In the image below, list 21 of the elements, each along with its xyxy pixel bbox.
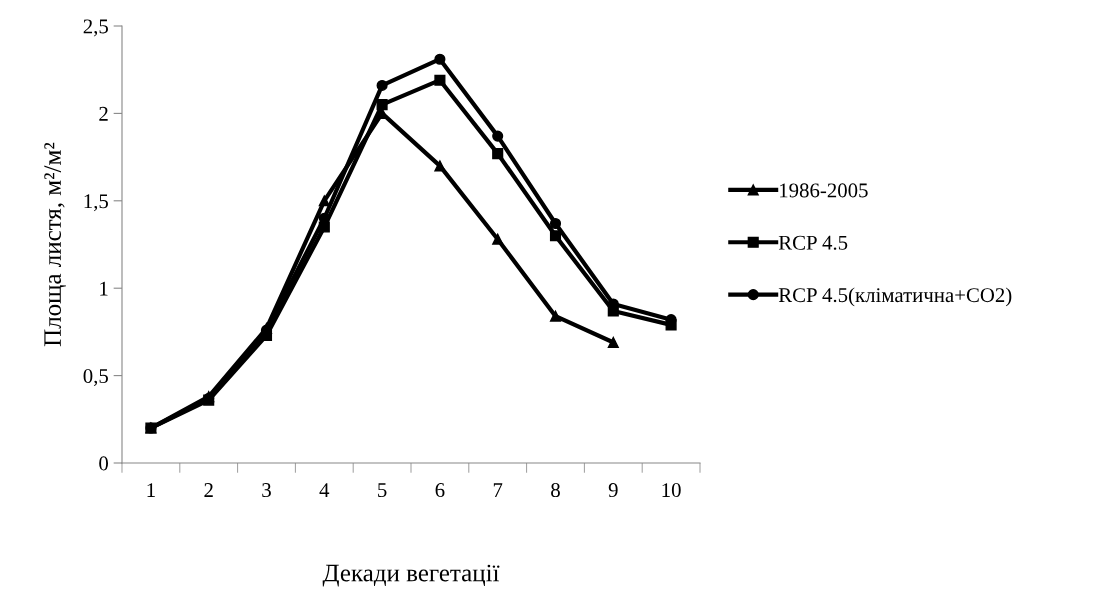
y-tick-label: 0,5: [83, 368, 108, 387]
legend-label: RCP 4.5: [778, 235, 848, 250]
x-axis-title: Декади вегетації: [322, 564, 500, 587]
legend-label: RCP 4.5(кліматична+CO2): [778, 287, 1012, 307]
x-tick-label: 4: [319, 483, 330, 497]
x-tick-label: 1: [147, 483, 155, 497]
x-tick-label: 9: [608, 483, 618, 498]
y-tick-label: 1,5: [84, 194, 108, 212]
x-tick-label: 6: [435, 483, 445, 498]
y-tick-label: 0: [99, 456, 109, 471]
y-tick-label: 2: [99, 106, 108, 121]
x-tick-label: 2: [204, 483, 213, 497]
x-tick-label: 10: [662, 483, 681, 498]
x-tick-label: 7: [493, 483, 503, 497]
x-tick-label: 3: [262, 483, 271, 498]
x-tick-label: 5: [378, 483, 387, 498]
x-tick-label: 8: [551, 483, 560, 498]
y-tick-label: 2,5: [83, 19, 108, 37]
legend-label: 1986-2005: [780, 183, 868, 198]
y-axis-title: Площа листя, м²/м²: [44, 142, 66, 347]
y-tick-label: 1: [100, 281, 108, 296]
